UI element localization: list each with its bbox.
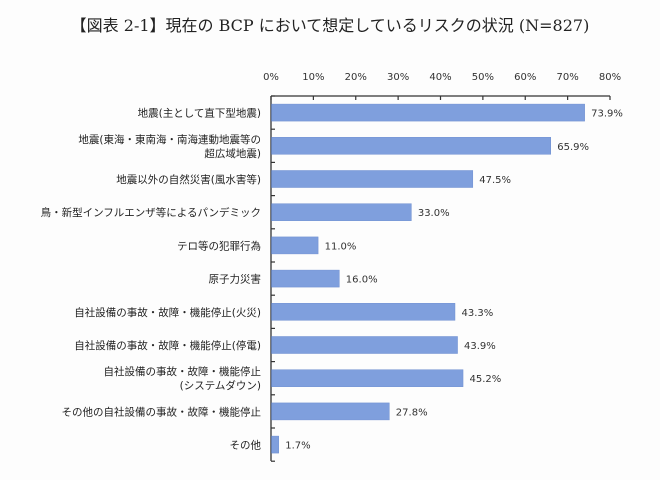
bar [271, 435, 279, 454]
bar [271, 236, 319, 255]
x-tick-label: 40% [429, 72, 451, 83]
data-label: 33.0% [418, 208, 450, 219]
category-label: 超広域地震) [204, 147, 261, 160]
data-label: 73.9% [591, 109, 623, 120]
x-tick-label: 10% [302, 72, 324, 83]
bar [271, 336, 458, 354]
category-label: その他 [230, 439, 262, 452]
category-label: 鳥・新型インフルエンザ等によるパンデミック [41, 206, 261, 219]
data-label: 65.9% [557, 142, 589, 153]
category-label: 自社設備の事故・故障・機能停止 [104, 365, 262, 378]
bar [271, 203, 412, 221]
category-label: 地震以外の自然災害(風水害等) [116, 173, 261, 186]
data-label: 43.3% [461, 308, 493, 319]
x-tick-label: 0% [263, 72, 279, 83]
category-label: 地震(東海・東南海・南海連動地震等の [78, 133, 261, 146]
category-label: 地震(主として直下型地震) [138, 107, 261, 120]
data-label: 1.7% [285, 441, 310, 452]
bar [271, 303, 456, 321]
x-tick-label: 20% [345, 72, 367, 83]
data-label: 47.5% [479, 175, 511, 186]
category-label: テロ等の犯罪行為 [177, 239, 261, 252]
category-label: 自社設備の事故・故障・機能停止(停電) [74, 339, 261, 352]
data-label: 27.8% [396, 407, 428, 418]
data-label: 11.0% [325, 241, 357, 252]
chart-title: 【図表 2-1】現在の BCP において想定しているリスクの状況 (N=827) [70, 16, 590, 35]
x-tick-label: 60% [514, 72, 536, 83]
bar [271, 369, 464, 387]
x-tick-label: 50% [472, 72, 494, 83]
bar [271, 269, 340, 288]
category-label: その他の自社設備の事故・故障・機能停止 [62, 405, 262, 418]
bar [271, 103, 585, 122]
category-label: (システムダウン) [180, 379, 261, 392]
x-tick-label: 80% [599, 72, 621, 83]
data-label: 16.0% [346, 275, 378, 286]
bar [271, 402, 390, 421]
data-label: 43.9% [464, 341, 496, 352]
x-tick-label: 70% [557, 72, 579, 83]
category-label: 原子力災害 [209, 273, 262, 286]
category-label: 自社設備の事故・故障・機能停止(火災) [74, 306, 261, 319]
data-label: 45.2% [470, 374, 502, 385]
bar [271, 137, 552, 155]
bar [271, 170, 474, 188]
x-tick-label: 30% [387, 72, 409, 83]
